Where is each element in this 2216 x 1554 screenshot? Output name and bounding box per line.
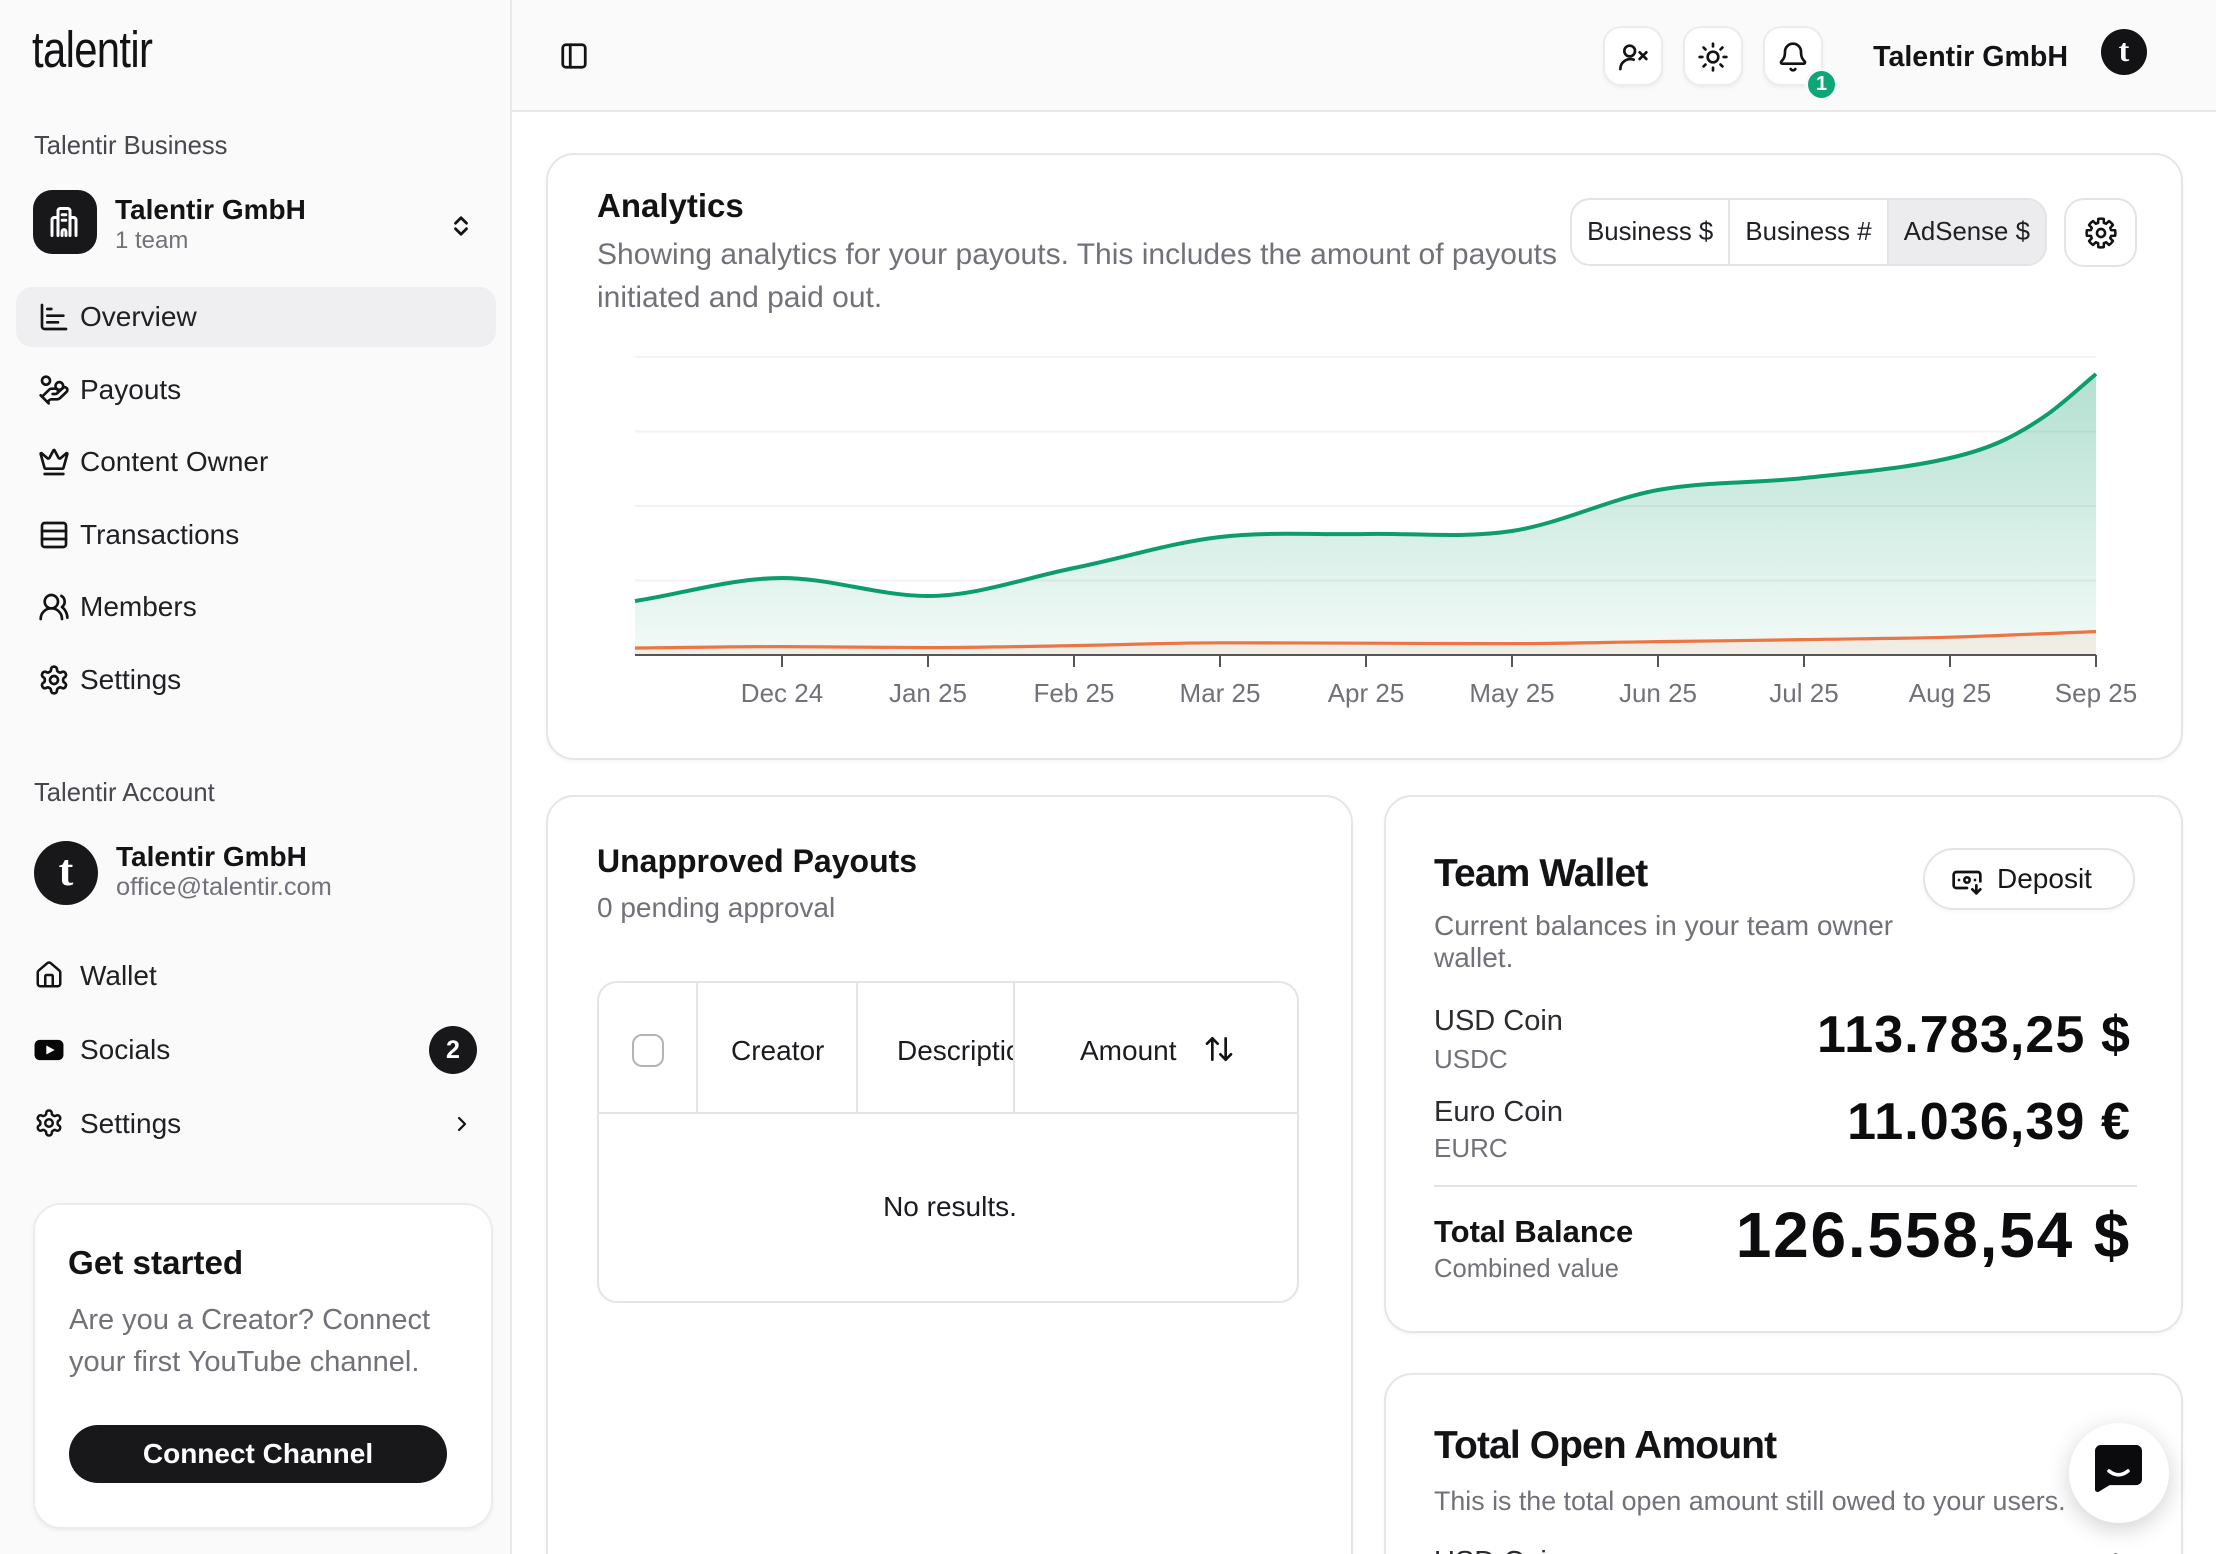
svg-text:Apr 25: Apr 25 [1328,678,1405,708]
svg-text:Feb 25: Feb 25 [1034,678,1115,708]
svg-text:Jan 25: Jan 25 [889,678,967,708]
svg-text:May 25: May 25 [1469,678,1554,708]
svg-text:Mar 25: Mar 25 [1180,678,1261,708]
svg-text:Jun 25: Jun 25 [1619,678,1697,708]
svg-text:Dec 24: Dec 24 [741,678,823,708]
svg-text:Sep 25: Sep 25 [2055,678,2137,708]
svg-text:Aug 25: Aug 25 [1909,678,1991,708]
svg-text:Jul 25: Jul 25 [1769,678,1838,708]
